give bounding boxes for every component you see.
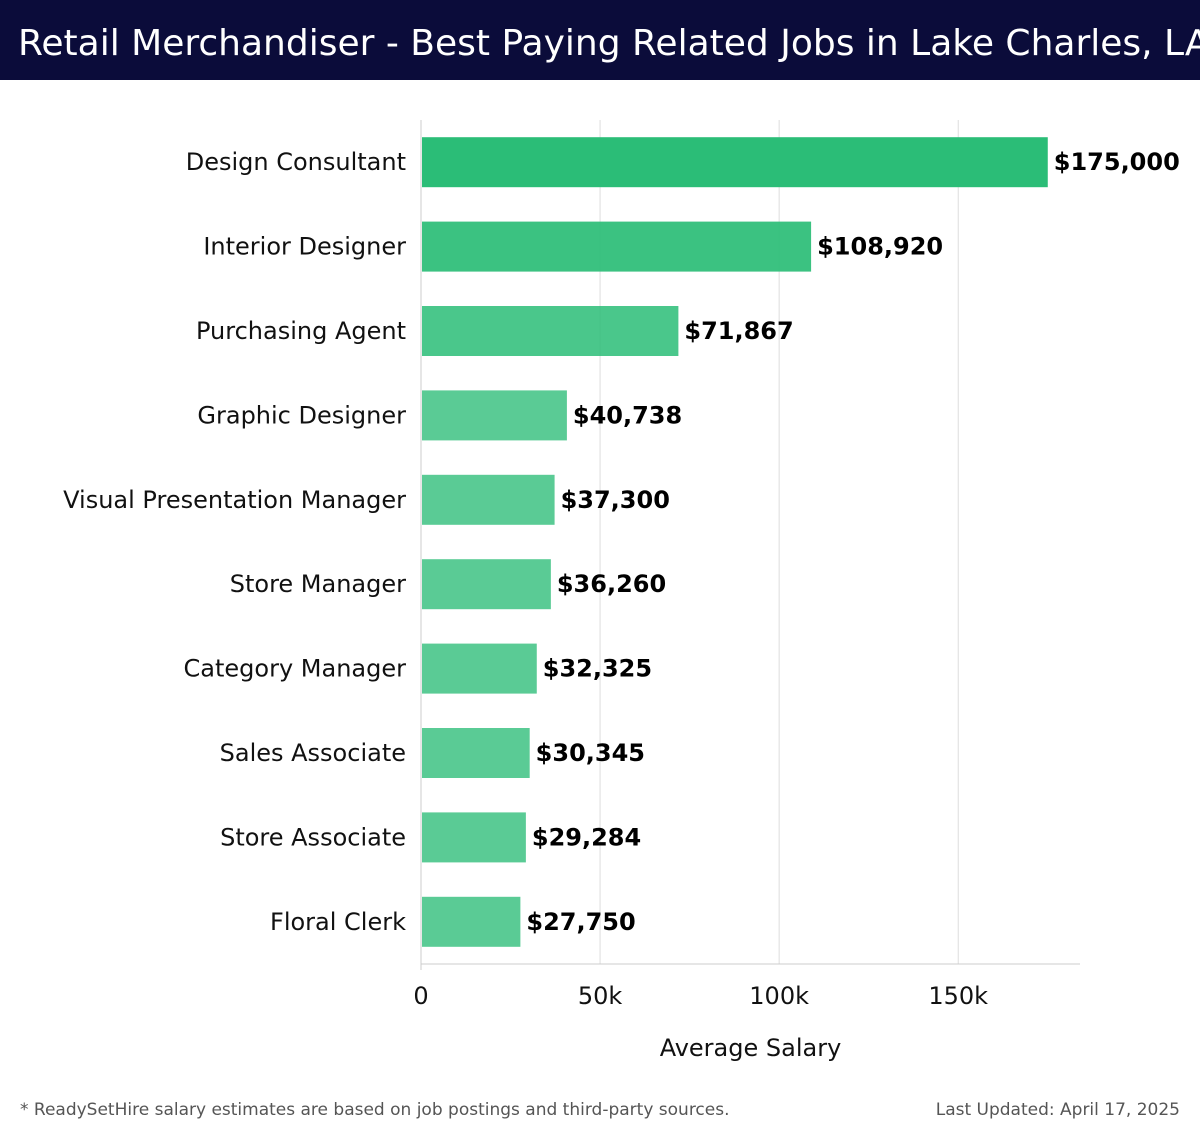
category-label: Design Consultant: [186, 148, 406, 176]
salary-bar-chart: Design Consultant $175,000 Interior Design…: [63, 120, 1180, 1062]
x-tick-label: 100k: [749, 982, 809, 1010]
chart-title: Retail Merchandiser - Best Paying Relate…: [18, 23, 1200, 64]
category-label: Graphic Designer: [197, 401, 406, 429]
bar: [422, 896, 521, 947]
value-label: $29,284: [532, 823, 641, 851]
bar: [422, 137, 1048, 188]
bar: [422, 643, 537, 694]
value-label: $32,325: [543, 655, 652, 683]
category-label: Floral Clerk: [270, 908, 406, 936]
bar: [422, 812, 526, 863]
category-label: Purchasing Agent: [196, 317, 406, 345]
last-updated: Last Updated: April 17, 2025: [935, 1100, 1180, 1120]
value-label: $108,920: [817, 233, 943, 261]
bar: [422, 474, 555, 525]
x-tick-label: 50k: [578, 982, 623, 1010]
footer-note: * ReadySetHire salary estimates are base…: [20, 1100, 730, 1120]
value-label: $30,345: [536, 739, 645, 767]
bar: [422, 728, 530, 778]
category-label: Store Manager: [230, 570, 406, 598]
bar: [422, 390, 567, 441]
bar: [422, 221, 812, 272]
title-bar: Retail Merchandiser - Best Paying Relate…: [0, 0, 1200, 80]
x-tick-label: 150k: [928, 982, 988, 1010]
value-label: $36,260: [557, 570, 666, 598]
category-label: Interior Designer: [203, 233, 406, 261]
value-label: $71,867: [684, 317, 793, 345]
value-label: $40,738: [573, 401, 682, 429]
bar: [422, 559, 551, 610]
value-label: $27,750: [526, 908, 635, 936]
value-label: $37,300: [561, 486, 670, 514]
value-label: $175,000: [1054, 148, 1180, 176]
category-label: Visual Presentation Manager: [63, 486, 406, 514]
category-label: Category Manager: [184, 655, 407, 683]
x-tick-label: 0: [413, 982, 428, 1010]
category-label: Store Associate: [220, 823, 406, 851]
bar: [422, 306, 679, 356]
x-axis-title: Average Salary: [660, 1034, 842, 1062]
category-label: Sales Associate: [220, 739, 406, 767]
